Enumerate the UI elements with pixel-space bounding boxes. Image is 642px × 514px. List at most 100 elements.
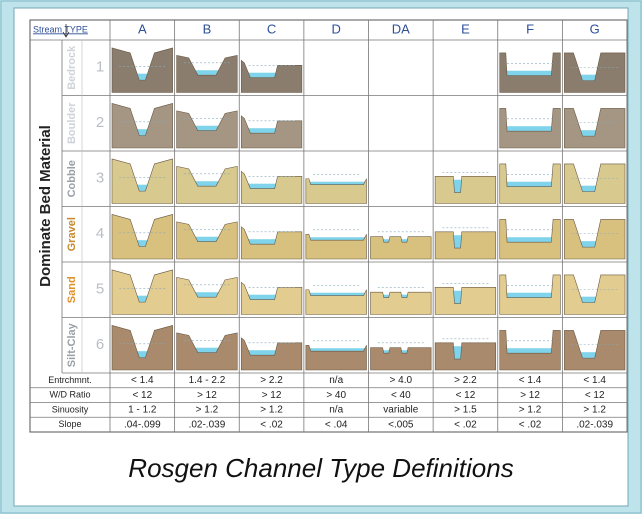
metric-value: < 40 bbox=[391, 390, 411, 401]
channel-illustration bbox=[564, 163, 626, 204]
channel-illustration bbox=[370, 286, 432, 315]
ground bbox=[111, 269, 173, 315]
metric-value: n/a bbox=[329, 405, 343, 416]
metric-value: < 12 bbox=[585, 390, 605, 401]
stream-type-label: Stream TYPE bbox=[33, 24, 88, 34]
metric-value: > 1.5 bbox=[454, 405, 477, 416]
column-header: A bbox=[138, 21, 147, 36]
channel-illustration bbox=[111, 47, 173, 93]
ground bbox=[176, 110, 238, 149]
metric-value: < 12 bbox=[132, 390, 152, 401]
metric-value: n/a bbox=[329, 375, 343, 386]
ground bbox=[564, 219, 626, 260]
channel-illustration bbox=[176, 110, 238, 149]
metric-value: > 40 bbox=[326, 390, 346, 401]
metric-value: < .02 bbox=[260, 419, 283, 430]
ground bbox=[499, 274, 561, 315]
channel-illustration bbox=[305, 173, 367, 204]
channel-illustration bbox=[370, 231, 432, 260]
ground bbox=[499, 52, 561, 93]
metric-value: > 1.2 bbox=[260, 405, 283, 416]
metric-value: < 1.4 bbox=[519, 375, 542, 386]
channel-illustration bbox=[499, 274, 561, 315]
metric-value: > 1.2 bbox=[196, 405, 219, 416]
metric-value: > 2.2 bbox=[454, 375, 477, 386]
channel-illustration bbox=[564, 274, 626, 315]
ground bbox=[176, 332, 238, 371]
ground bbox=[240, 115, 303, 149]
metric-value: .02-.039 bbox=[576, 419, 613, 430]
metric-value: < .02 bbox=[519, 419, 542, 430]
metric-label: Entrchmnt. bbox=[48, 375, 92, 385]
channel-illustration bbox=[499, 108, 561, 149]
channel-illustration bbox=[240, 170, 303, 204]
caption: Rosgen Channel Type Definitions bbox=[128, 453, 513, 483]
channel-illustration bbox=[434, 172, 497, 204]
channel-illustration bbox=[240, 337, 303, 371]
material-number: 5 bbox=[96, 281, 104, 298]
metric-value: > 1.2 bbox=[583, 405, 606, 416]
channel-illustration bbox=[434, 338, 497, 371]
ground bbox=[370, 347, 432, 371]
ground bbox=[176, 55, 238, 93]
ground bbox=[176, 277, 238, 315]
column-header: D bbox=[331, 21, 340, 36]
ground bbox=[370, 291, 432, 315]
material-name: Gravel bbox=[66, 217, 78, 251]
material-name: Boulder bbox=[66, 102, 78, 144]
metric-value: < 1.4 bbox=[131, 375, 154, 386]
channel-illustration bbox=[305, 340, 367, 371]
ground bbox=[111, 103, 173, 149]
channel-illustration bbox=[564, 219, 626, 260]
metric-value: < 1.4 bbox=[583, 375, 606, 386]
ground bbox=[240, 337, 303, 371]
ground bbox=[240, 59, 303, 93]
channel-illustration bbox=[176, 277, 238, 315]
channel-illustration bbox=[305, 229, 367, 260]
column-header: F bbox=[526, 21, 534, 36]
material-name: Bedrock bbox=[66, 45, 78, 90]
channel-illustration bbox=[240, 281, 303, 315]
ground bbox=[434, 231, 497, 260]
column-header: DA bbox=[392, 21, 410, 36]
metric-value: > 12 bbox=[520, 390, 540, 401]
ground bbox=[499, 108, 561, 149]
metric-label: W/D Ratio bbox=[49, 390, 90, 400]
ground bbox=[305, 178, 367, 204]
metric-label: Slope bbox=[58, 419, 81, 429]
channel-illustration bbox=[370, 342, 432, 371]
channel-illustration bbox=[499, 330, 561, 371]
metric-value: 1 - 1.2 bbox=[128, 405, 157, 416]
metric-value: > 12 bbox=[262, 390, 282, 401]
channel-illustration bbox=[111, 325, 173, 371]
metric-value: < 12 bbox=[456, 390, 476, 401]
ground bbox=[111, 47, 173, 93]
channel-illustration bbox=[111, 214, 173, 260]
material-name: Sand bbox=[66, 276, 78, 303]
channel-illustration bbox=[434, 227, 497, 260]
channel-illustration bbox=[111, 103, 173, 149]
ground bbox=[499, 219, 561, 260]
metric-value: > 2.2 bbox=[260, 375, 283, 386]
channel-illustration bbox=[499, 163, 561, 204]
metric-value: > 1.2 bbox=[519, 405, 542, 416]
metric-label: Sinuosity bbox=[52, 404, 89, 414]
ground bbox=[176, 166, 238, 204]
metric-value: < .04 bbox=[325, 419, 348, 430]
channel-illustration bbox=[176, 55, 238, 93]
ground bbox=[111, 325, 173, 371]
channel-illustration bbox=[111, 158, 173, 204]
channel-illustration bbox=[434, 283, 497, 315]
metric-value: 1.4 - 2.2 bbox=[189, 375, 226, 386]
channel-illustration bbox=[176, 221, 238, 260]
ground bbox=[564, 274, 626, 315]
ground bbox=[434, 342, 497, 371]
ground bbox=[499, 163, 561, 204]
ground bbox=[434, 286, 497, 315]
ground bbox=[370, 236, 432, 260]
channel-illustration bbox=[499, 219, 561, 260]
material-number: 1 bbox=[96, 59, 104, 76]
ground bbox=[564, 52, 626, 93]
ground bbox=[240, 281, 303, 315]
material-number: 2 bbox=[96, 114, 104, 131]
